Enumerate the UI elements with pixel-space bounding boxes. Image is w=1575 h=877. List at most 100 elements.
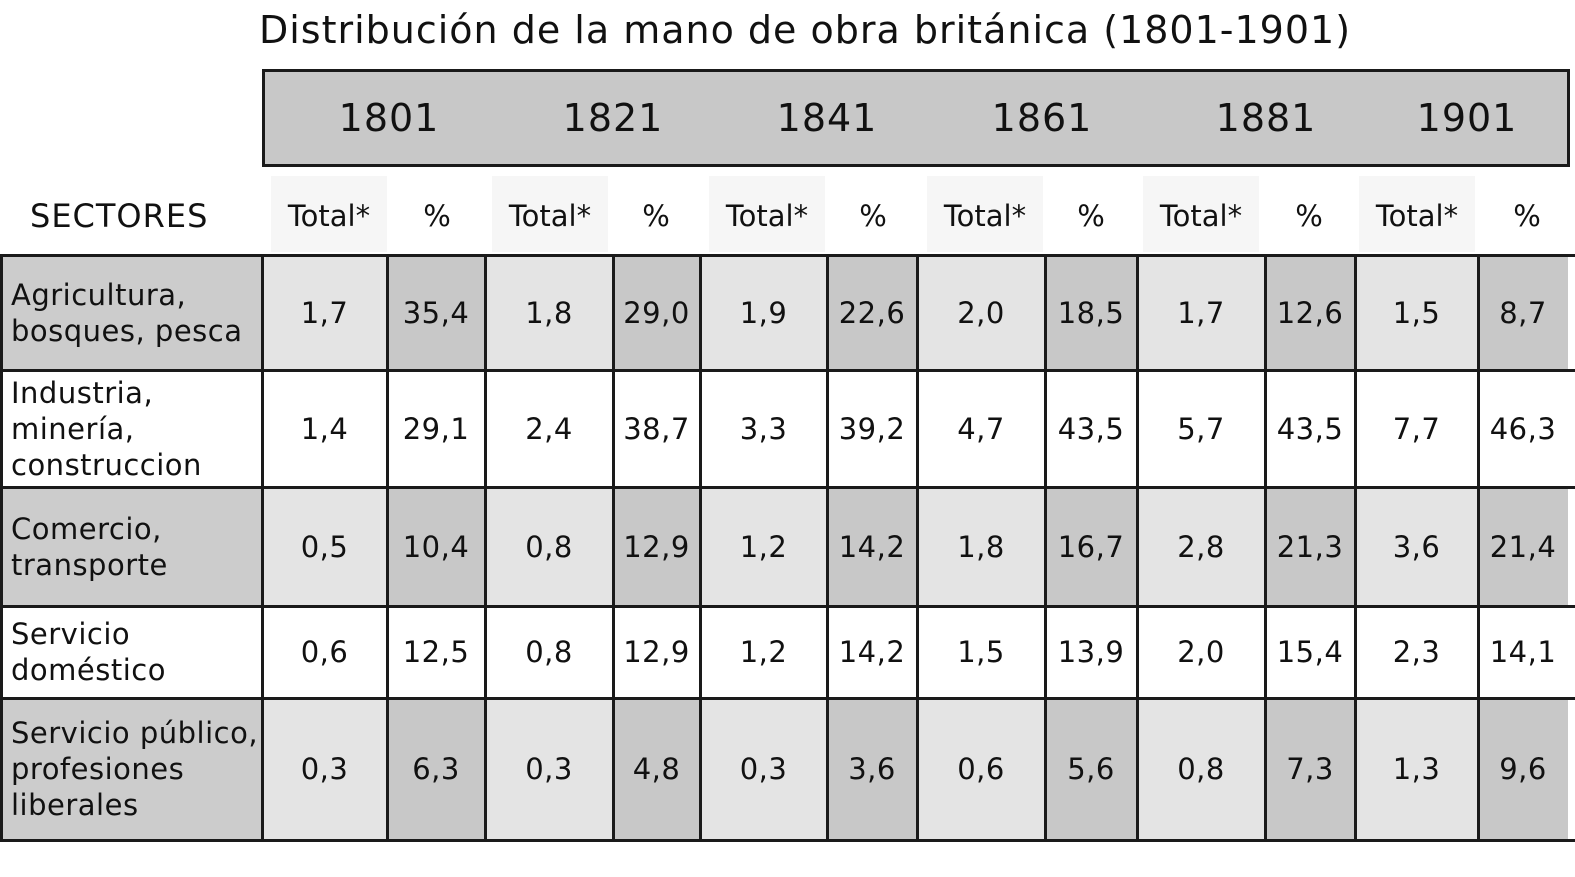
sector-label: Industria, minería, construccion — [0, 370, 262, 487]
percent-value-cell: 29,1 — [387, 370, 485, 487]
total-value-cell: 0,3 — [262, 698, 387, 840]
total-value-cell: 7,7 — [1355, 370, 1478, 487]
percent-value-cell: 39,2 — [827, 370, 917, 487]
percent-value-cell: 8,7 — [1478, 255, 1568, 370]
sector-label-line: Comercio, — [11, 511, 162, 546]
percent-value-cell: 5,6 — [1045, 698, 1137, 840]
sector-label: Servicio doméstico — [0, 606, 262, 698]
percent-value-cell: 10,4 — [387, 487, 485, 606]
table-column-divider — [826, 255, 829, 842]
table-column-divider — [1354, 255, 1357, 842]
table-column-divider — [699, 255, 702, 842]
percent-value-cell: 14,2 — [827, 606, 917, 698]
table-row-divider — [0, 605, 1575, 608]
sector-label-line: doméstico — [11, 653, 166, 687]
table-row-divider — [0, 839, 1575, 842]
total-value-cell: 1,8 — [917, 487, 1045, 606]
total-value-cell: 0,6 — [917, 698, 1045, 840]
total-value-cell: 5,7 — [1137, 370, 1265, 487]
total-value-cell: 4,7 — [917, 370, 1045, 487]
percent-subheader: % — [859, 199, 887, 233]
total-value-cell: 0,6 — [262, 606, 387, 698]
year-header-1841: 1841 — [776, 96, 878, 140]
percent-value-cell: 9,6 — [1478, 698, 1568, 840]
total-value-cell: 1,9 — [700, 255, 827, 370]
year-header-bar: 1801 1821 1841 1861 1881 1901 — [262, 69, 1570, 167]
total-subheader: Total* — [492, 176, 608, 252]
total-value-cell: 1,7 — [262, 255, 387, 370]
percent-value-cell: 21,4 — [1478, 487, 1568, 606]
percent-subheader: % — [1513, 199, 1541, 233]
total-value-cell: 2,0 — [917, 255, 1045, 370]
year-header-1881: 1881 — [1215, 96, 1317, 140]
sector-label: Comercio, transporte — [0, 487, 262, 606]
table-row-divider — [0, 254, 1575, 257]
sector-label-line: profesiones — [11, 752, 185, 786]
table-column-divider — [1264, 255, 1267, 842]
percent-value-cell: 12,6 — [1265, 255, 1355, 370]
percent-subheader: % — [423, 199, 451, 233]
percent-value-cell: 6,3 — [387, 698, 485, 840]
total-value-cell: 0,8 — [1137, 698, 1265, 840]
percent-value-cell: 12,9 — [613, 606, 700, 698]
percent-value-cell: 43,5 — [1265, 370, 1355, 487]
sectores-column-header: SECTORES — [30, 197, 209, 235]
year-header-1861: 1861 — [991, 96, 1093, 140]
percent-value-cell: 12,5 — [387, 606, 485, 698]
table-column-divider — [484, 255, 487, 842]
total-value-cell: 1,2 — [700, 606, 827, 698]
table-row-divider — [0, 486, 1575, 489]
table-column-divider — [261, 255, 264, 842]
total-value-cell: 1,7 — [1137, 255, 1265, 370]
percent-value-cell: 14,2 — [827, 487, 917, 606]
total-value-cell: 0,5 — [262, 487, 387, 606]
total-value-cell: 1,5 — [917, 606, 1045, 698]
total-value-cell: 3,3 — [700, 370, 827, 487]
total-subheader: Total* — [1143, 176, 1259, 252]
percent-value-cell: 4,8 — [613, 698, 700, 840]
total-value-cell: 2,0 — [1137, 606, 1265, 698]
percent-value-cell: 3,6 — [827, 698, 917, 840]
table-column-divider — [1477, 255, 1480, 842]
total-value-cell: 1,8 — [485, 255, 613, 370]
table-column-divider — [612, 255, 615, 842]
percent-value-cell: 12,9 — [613, 487, 700, 606]
table-row-divider — [0, 697, 1575, 700]
total-subheader: Total* — [709, 176, 825, 252]
sector-label-line: transporte — [11, 547, 168, 582]
total-value-cell: 0,3 — [485, 698, 613, 840]
percent-value-cell: 13,9 — [1045, 606, 1137, 698]
total-subheader: Total* — [271, 176, 387, 252]
table-column-divider — [916, 255, 919, 842]
percent-subheader: % — [1077, 199, 1105, 233]
percent-value-cell: 38,7 — [613, 370, 700, 487]
percent-value-cell: 14,1 — [1478, 606, 1568, 698]
sector-label-line: construccion — [11, 447, 202, 482]
total-value-cell: 3,6 — [1355, 487, 1478, 606]
percent-value-cell: 22,6 — [827, 255, 917, 370]
sector-label-line: Servicio — [11, 617, 131, 651]
table-row-divider — [0, 369, 1575, 372]
table-column-divider — [1136, 255, 1139, 842]
percent-value-cell: 21,3 — [1265, 487, 1355, 606]
year-header-1821: 1821 — [562, 96, 664, 140]
total-value-cell: 0,8 — [485, 606, 613, 698]
total-value-cell: 2,3 — [1355, 606, 1478, 698]
sector-label-line: Agricultura, — [11, 277, 187, 312]
sector-label-line: bosques, pesca — [11, 313, 243, 348]
data-table: Agricultura, bosques, pesca 1,7 35,4 1,8 29,0… — [0, 254, 1575, 843]
total-value-cell: 1,5 — [1355, 255, 1478, 370]
total-subheader: Total* — [1359, 176, 1475, 252]
table-column-divider — [1044, 255, 1047, 842]
sector-label-line: Industria, — [11, 375, 154, 410]
percent-value-cell: 29,0 — [613, 255, 700, 370]
sector-label: Servicio público, profesiones liberales — [0, 698, 262, 840]
percent-value-cell: 46,3 — [1478, 370, 1568, 487]
year-header-1901: 1901 — [1416, 96, 1518, 140]
total-value-cell: 0,8 — [485, 487, 613, 606]
page-title: Distribución de la mano de obra británic… — [258, 8, 1352, 52]
percent-subheader: % — [642, 199, 670, 233]
total-value-cell: 1,4 — [262, 370, 387, 487]
total-value-cell: 2,4 — [485, 370, 613, 487]
percent-value-cell: 35,4 — [387, 255, 485, 370]
